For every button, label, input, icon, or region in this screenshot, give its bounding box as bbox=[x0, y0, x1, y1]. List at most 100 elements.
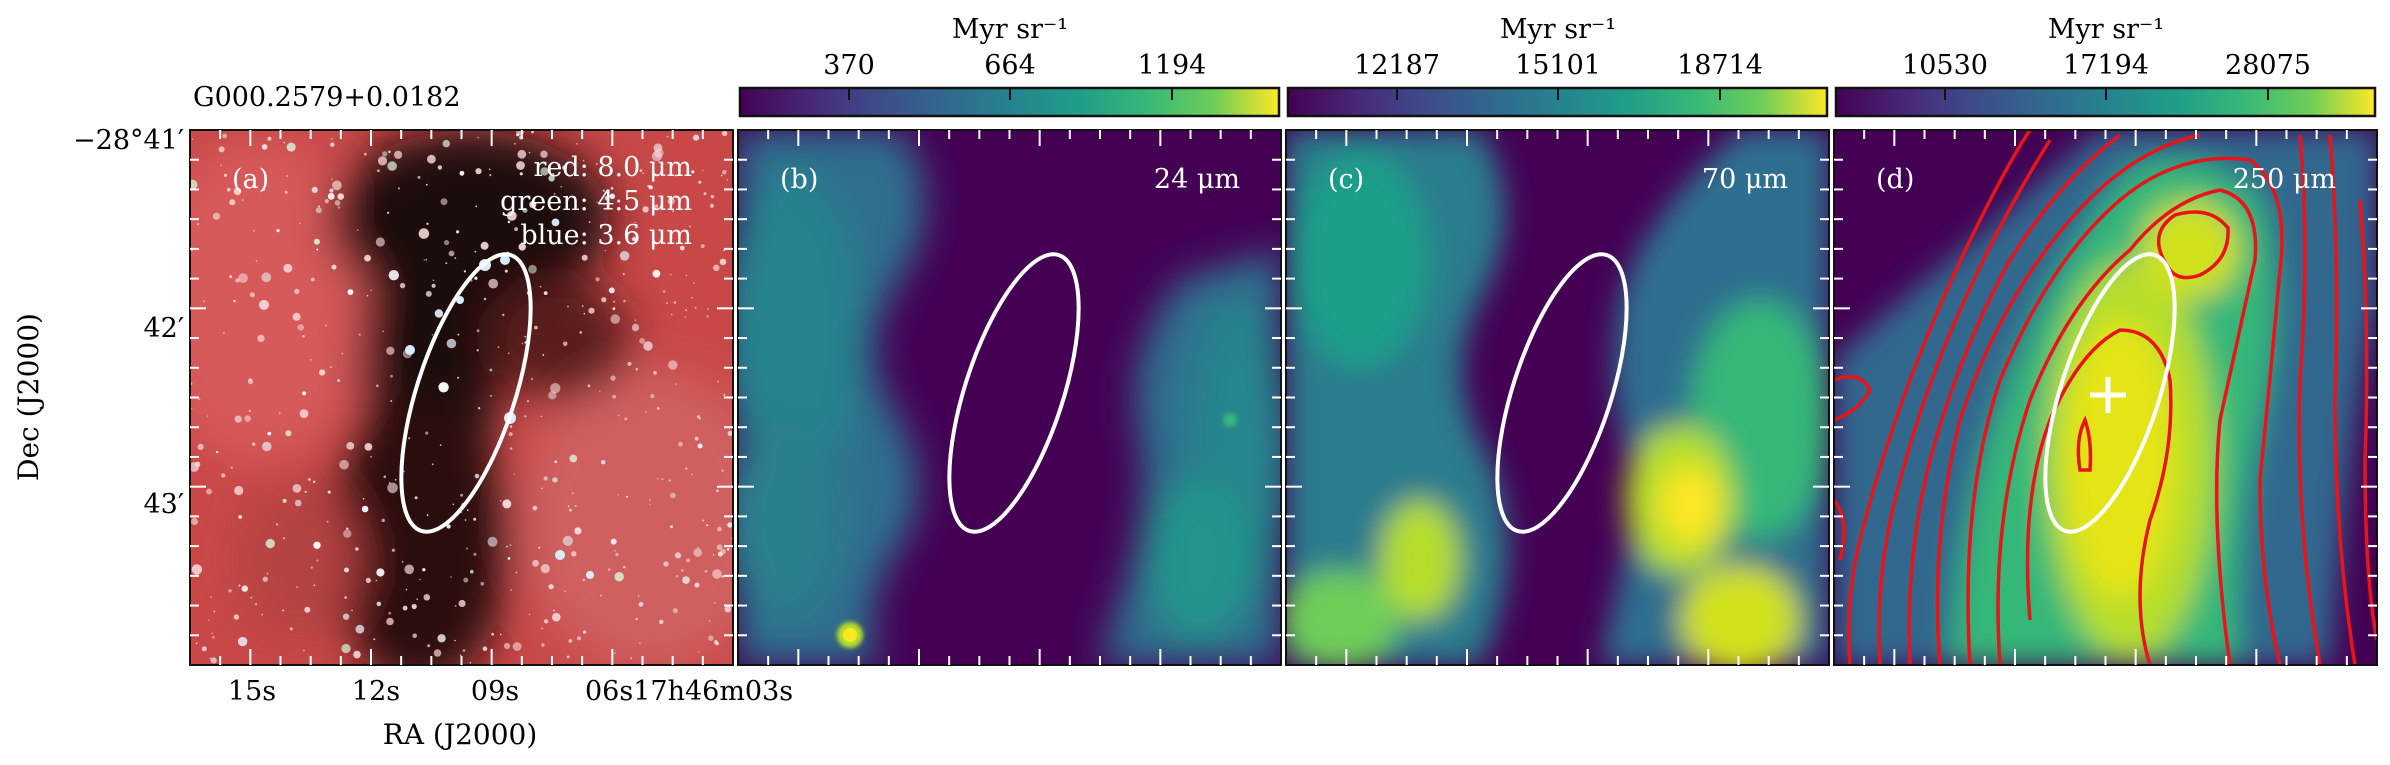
star bbox=[297, 324, 305, 331]
star bbox=[261, 613, 264, 616]
star bbox=[507, 220, 511, 224]
star bbox=[529, 201, 537, 209]
star bbox=[609, 193, 616, 200]
star bbox=[440, 198, 448, 206]
star bbox=[382, 151, 388, 157]
star bbox=[551, 172, 555, 176]
star bbox=[255, 603, 257, 606]
star bbox=[373, 638, 376, 641]
star bbox=[356, 229, 359, 231]
colorbar-tick-label: 1194 bbox=[1138, 50, 1207, 81]
star bbox=[253, 230, 255, 232]
star bbox=[261, 272, 272, 283]
star bbox=[469, 662, 472, 664]
star bbox=[422, 568, 426, 572]
star bbox=[675, 383, 677, 385]
star bbox=[648, 185, 653, 190]
star bbox=[499, 633, 502, 636]
star bbox=[463, 270, 466, 273]
star bbox=[656, 477, 659, 480]
star bbox=[709, 203, 714, 208]
star bbox=[489, 368, 493, 372]
star bbox=[614, 572, 624, 582]
star bbox=[531, 378, 533, 380]
star bbox=[596, 201, 598, 204]
star bbox=[727, 522, 733, 528]
star bbox=[542, 354, 545, 356]
star bbox=[370, 456, 372, 458]
star bbox=[330, 142, 335, 147]
star bbox=[319, 369, 326, 376]
star bbox=[504, 269, 508, 273]
star bbox=[419, 578, 421, 581]
star bbox=[388, 611, 392, 615]
star bbox=[716, 544, 723, 550]
star bbox=[416, 598, 419, 600]
star bbox=[474, 473, 480, 479]
star bbox=[509, 425, 513, 428]
colorbar-unit: Myr sr⁻¹ bbox=[2048, 14, 2164, 45]
star bbox=[397, 187, 400, 190]
star bbox=[613, 300, 616, 303]
star bbox=[313, 480, 316, 483]
star bbox=[358, 333, 361, 336]
star bbox=[713, 264, 720, 272]
star bbox=[582, 630, 587, 634]
star bbox=[241, 199, 244, 201]
star bbox=[234, 415, 242, 423]
star bbox=[327, 192, 335, 200]
star bbox=[399, 282, 406, 289]
star bbox=[408, 437, 411, 440]
star bbox=[516, 161, 525, 170]
band-label: 70 μm bbox=[1702, 164, 1788, 195]
star bbox=[552, 477, 558, 483]
star bbox=[289, 627, 293, 631]
star bbox=[252, 442, 256, 446]
star bbox=[276, 229, 280, 233]
star bbox=[622, 273, 625, 276]
star bbox=[425, 431, 429, 435]
star bbox=[723, 249, 725, 252]
star bbox=[554, 460, 558, 464]
star bbox=[332, 180, 342, 191]
star bbox=[533, 506, 536, 510]
star bbox=[250, 596, 253, 599]
star bbox=[522, 207, 528, 213]
star bbox=[238, 273, 248, 283]
star bbox=[670, 313, 673, 316]
star bbox=[488, 168, 491, 171]
y-tick-label: 42′ bbox=[144, 313, 185, 344]
star bbox=[267, 136, 272, 141]
star bbox=[341, 643, 351, 654]
star bbox=[405, 345, 415, 355]
star bbox=[639, 338, 645, 344]
star bbox=[701, 169, 704, 172]
star bbox=[574, 527, 582, 535]
star bbox=[567, 505, 570, 508]
star bbox=[425, 290, 432, 297]
panel-tag: (a) bbox=[232, 164, 269, 195]
star bbox=[286, 175, 289, 177]
star bbox=[480, 581, 485, 586]
x-tick-label: 15s bbox=[228, 676, 276, 707]
star bbox=[599, 390, 601, 393]
star bbox=[562, 341, 568, 347]
star bbox=[543, 476, 548, 481]
star bbox=[292, 484, 302, 493]
x-tick-label: 09s bbox=[471, 676, 519, 707]
star bbox=[351, 609, 353, 612]
star bbox=[222, 331, 225, 334]
star bbox=[402, 605, 408, 611]
star bbox=[604, 196, 609, 201]
tick-marks bbox=[1834, 130, 2377, 665]
star bbox=[631, 323, 640, 332]
star bbox=[540, 564, 550, 574]
star bbox=[376, 601, 382, 607]
star bbox=[699, 417, 701, 420]
star bbox=[477, 136, 479, 139]
star bbox=[614, 549, 616, 552]
star bbox=[569, 454, 578, 463]
star bbox=[712, 554, 715, 556]
star bbox=[588, 221, 591, 224]
star bbox=[679, 245, 685, 251]
